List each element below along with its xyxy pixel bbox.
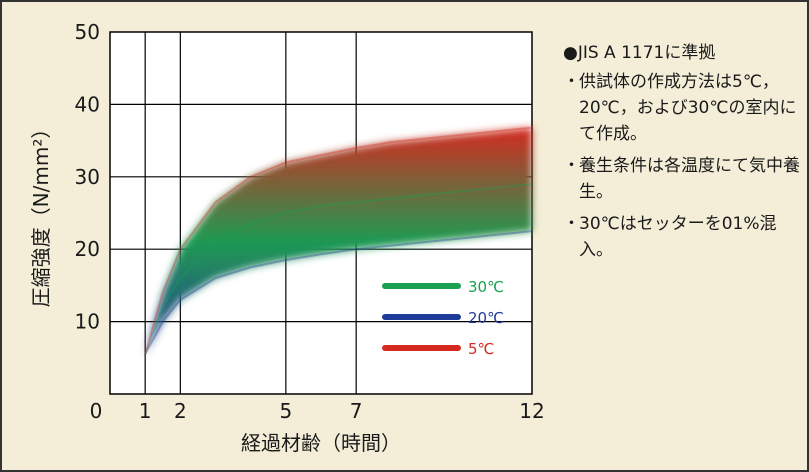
y-axis-label: 圧縮強度（N/mm²） xyxy=(29,119,53,308)
notes-list: ・ 供試体の作成方法は5℃，20℃，および30℃の室内にて作成。 ・ 養生条件は… xyxy=(563,69,803,263)
x-tick-label: 2 xyxy=(174,399,187,423)
notes-item-text: 養生条件は各温度にて気中養生。 xyxy=(579,156,800,202)
bullet-mark: ・ xyxy=(563,214,580,234)
bullet-mark: ・ xyxy=(563,156,580,176)
x-tick-label: 0 xyxy=(90,399,103,423)
strength-band-area xyxy=(145,127,532,355)
y-tick-label: 10 xyxy=(75,310,100,334)
notes-panel: ●JIS A 1171に準拠 ・ 供試体の作成方法は5℃，20℃，および30℃の… xyxy=(563,38,803,269)
notes-item: ・ 30℃はセッターを01%混入。 xyxy=(563,211,803,263)
legend-label: 30℃ xyxy=(468,278,504,296)
legend-label: 5℃ xyxy=(468,340,494,358)
x-tick-label: 12 xyxy=(519,399,544,423)
y-tick-label: 50 xyxy=(75,20,100,44)
notes-item: ・ 養生条件は各温度にて気中養生。 xyxy=(563,153,803,205)
series-line xyxy=(144,230,533,355)
notes-item: ・ 供試体の作成方法は5℃，20℃，および30℃の室内にて作成。 xyxy=(563,69,803,147)
x-tick-label: 5 xyxy=(279,399,292,423)
legend-label: 20℃ xyxy=(468,309,504,327)
legend: 30℃ 20℃ 5℃ xyxy=(382,278,504,358)
notes-item-text: 30℃はセッターを01%混入。 xyxy=(579,214,777,260)
y-tick-label: 30 xyxy=(75,165,100,189)
bullet-mark: ・ xyxy=(563,72,580,92)
x-axis-label: 経過材齢（時間） xyxy=(241,431,401,455)
x-tick-label: 1 xyxy=(139,399,152,423)
series-line xyxy=(144,126,533,355)
notes-item-text: 供試体の作成方法は5℃，20℃，および30℃の室内にて作成。 xyxy=(579,72,797,144)
notes-heading: ●JIS A 1171に準拠 xyxy=(563,43,716,63)
series-line xyxy=(144,183,533,355)
y-tick-label: 40 xyxy=(75,92,100,116)
x-tick-label: 7 xyxy=(350,399,363,423)
y-tick-label: 20 xyxy=(75,237,100,261)
